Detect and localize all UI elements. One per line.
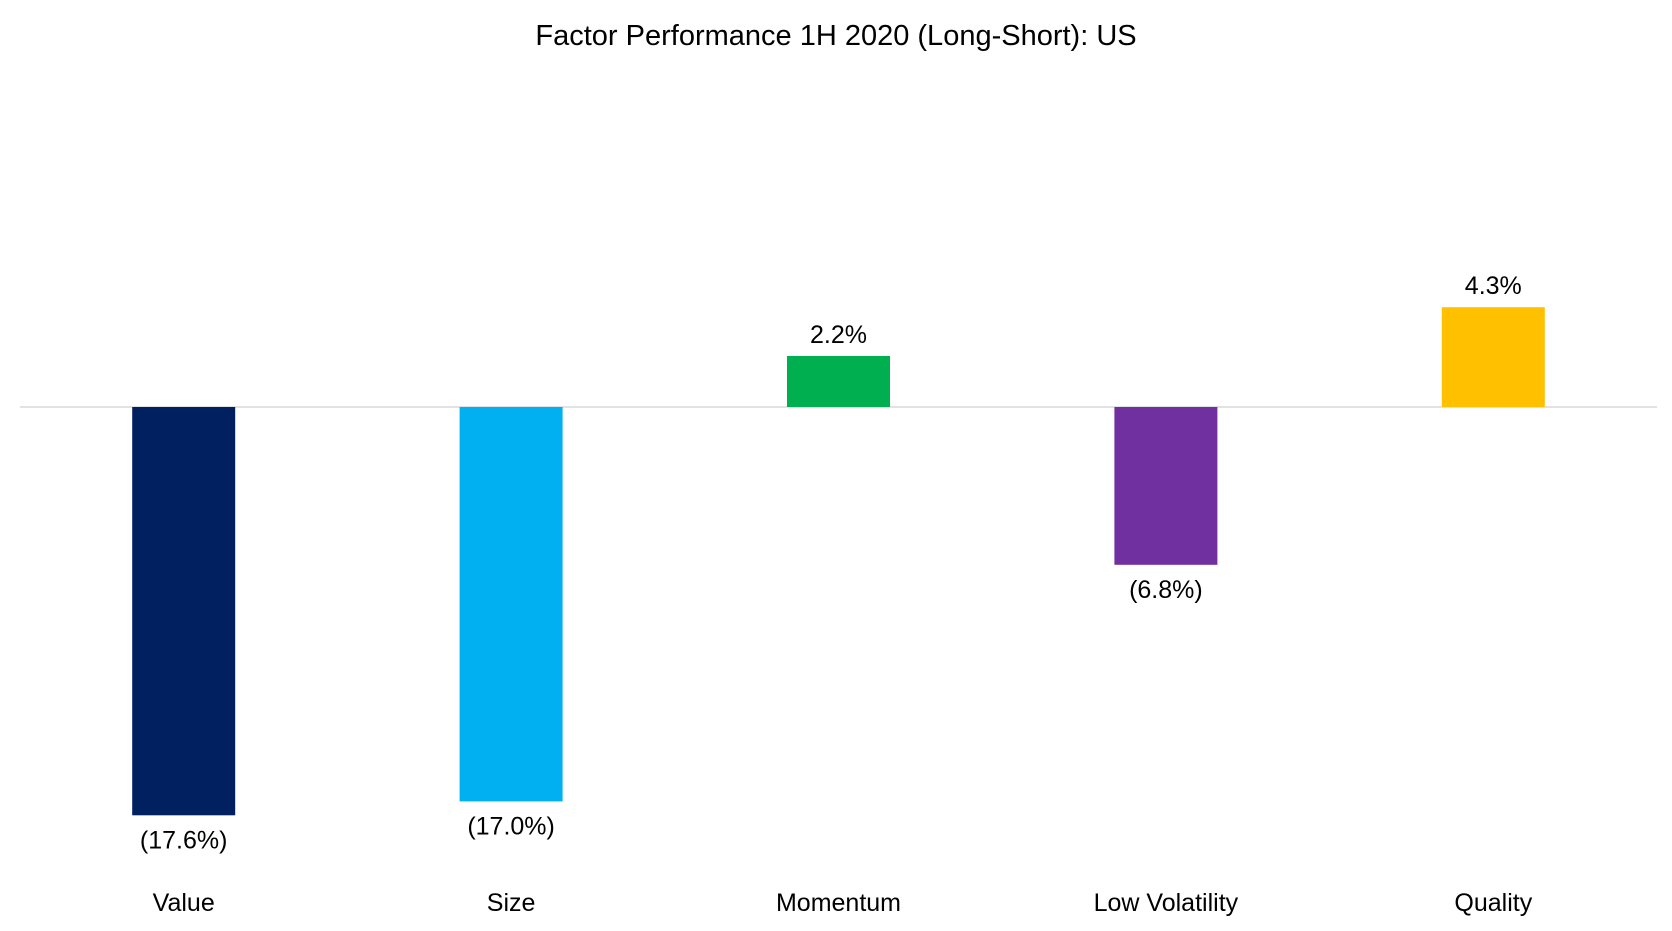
bars-group xyxy=(132,307,1545,816)
data-label-quality: 4.3% xyxy=(1465,272,1522,300)
bar-size xyxy=(459,407,563,802)
data-label-size: (17.0%) xyxy=(467,812,555,840)
data-label-value: (17.6%) xyxy=(140,826,228,854)
category-label-momentum: Momentum xyxy=(776,889,901,917)
data-labels-group: (17.6%) (17.0%) 2.2% (6.8%) 4.3% xyxy=(140,272,1522,854)
category-label-size: Size xyxy=(487,889,536,917)
bar-low-volatility xyxy=(1114,407,1218,565)
data-label-low-volatility: (6.8%) xyxy=(1129,576,1203,604)
bar-quality xyxy=(1441,307,1545,407)
chart-title: Factor Performance 1H 2020 (Long-Short):… xyxy=(535,20,1136,52)
data-label-momentum: 2.2% xyxy=(810,321,867,349)
category-labels-group: Value Size Momentum Low Volatility Quality xyxy=(153,889,1533,917)
category-label-value: Value xyxy=(153,889,215,917)
category-label-low-volatility: Low Volatility xyxy=(1094,889,1239,917)
category-label-quality: Quality xyxy=(1454,889,1532,917)
bar-value xyxy=(132,407,236,816)
bar-momentum xyxy=(787,356,890,407)
